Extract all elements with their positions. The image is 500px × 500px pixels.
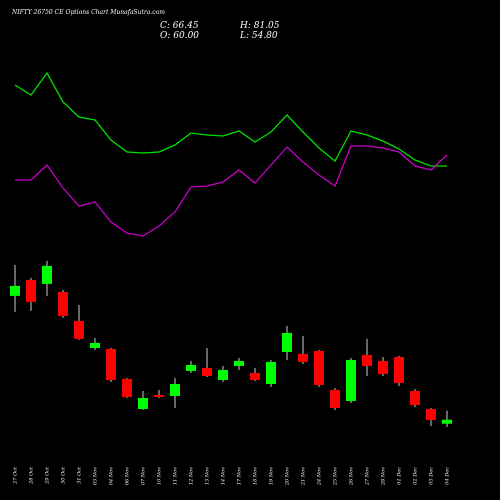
candle-body xyxy=(314,350,324,385)
candle-body xyxy=(26,279,36,302)
x-tick-label: 28 Nov xyxy=(381,467,387,486)
x-tick-label: 17 Nov xyxy=(237,467,243,485)
x-tick-label: 31 Oct xyxy=(77,466,83,484)
x-tick-label: 07 Nov xyxy=(141,467,147,485)
x-tick-label: 30 Oct xyxy=(61,466,67,484)
x-tick-label: 28 Oct xyxy=(29,466,35,485)
indicator-line xyxy=(14,71,447,167)
candle-body xyxy=(266,361,276,384)
ohlc-low: L: 54.80 xyxy=(239,31,278,41)
x-tick-label: 20 Nov xyxy=(285,467,291,486)
x-tick-label: 18 Nov xyxy=(253,467,259,485)
candle-body xyxy=(298,353,308,362)
candle-body xyxy=(10,285,20,296)
x-tick-label: 04 Dec xyxy=(445,467,451,485)
candle-body xyxy=(378,360,388,374)
candle-body xyxy=(250,372,260,380)
ohlc-open: O: 60.00 xyxy=(160,31,199,41)
candle-body xyxy=(426,408,436,420)
candle-body xyxy=(58,291,68,316)
x-tick-label: 11 Nov xyxy=(173,467,179,485)
ohlc-high: H: 81.05 xyxy=(239,21,280,31)
x-tick-label: 25 Nov xyxy=(333,467,339,486)
candle-body xyxy=(42,265,52,284)
candle-body xyxy=(394,356,404,383)
x-tick-label: 01 Dec xyxy=(397,467,403,485)
x-tick-label: 14 Nov xyxy=(221,467,227,485)
x-tick-label: 27 Nov xyxy=(365,467,371,486)
x-tick-label: 03 Nov xyxy=(93,467,99,485)
x-tick-label: 06 Nov xyxy=(125,467,131,485)
x-tick-label: 03 Dec xyxy=(429,467,435,485)
candle-body xyxy=(202,367,212,376)
x-tick-label: 02 Dec xyxy=(413,467,419,485)
ohlc-close: C: 66.45 xyxy=(160,21,199,31)
x-tick-label: 13 Nov xyxy=(205,467,211,485)
candle-body xyxy=(330,389,340,408)
candle-body xyxy=(346,359,356,401)
candle-body xyxy=(234,360,244,366)
candle-body xyxy=(170,383,180,396)
x-tick-label: 26 Nov xyxy=(349,467,355,486)
candle-body xyxy=(410,390,420,405)
x-tick-label: 04 Nov xyxy=(109,467,115,485)
x-tick-label: 10 Nov xyxy=(157,467,163,485)
candle-body xyxy=(362,354,372,366)
candle-body xyxy=(90,342,100,348)
candle-body xyxy=(186,364,196,371)
candle-body xyxy=(282,332,292,352)
x-tick-label: 27 Oct xyxy=(13,466,19,485)
candle-body xyxy=(74,320,84,339)
indicator-line xyxy=(15,145,448,237)
candle-body xyxy=(442,419,452,424)
candle-body xyxy=(138,397,148,409)
candle-body xyxy=(106,348,116,380)
x-tick-label: 21 Nov xyxy=(301,467,307,486)
x-tick-label: 29 Oct xyxy=(45,466,51,485)
x-tick-label: 19 Nov xyxy=(269,467,275,485)
x-tick-label: 24 Nov xyxy=(317,467,323,486)
x-tick-label: 12 Nov xyxy=(189,467,195,485)
candle-body xyxy=(154,394,164,397)
chart-title: NIFTY 26750 CE Options Chart MunafaSutra… xyxy=(11,9,165,16)
candle-body xyxy=(218,369,228,380)
candle-body xyxy=(122,378,132,397)
